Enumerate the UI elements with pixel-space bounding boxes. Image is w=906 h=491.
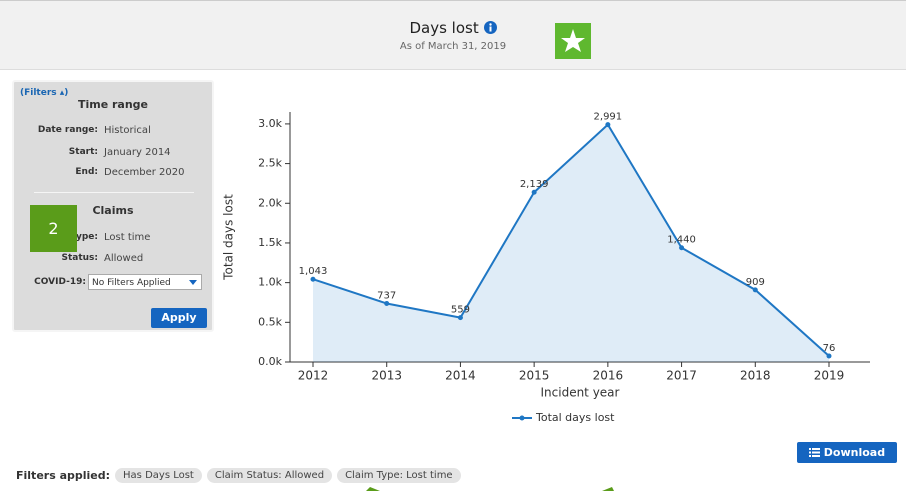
- star-button[interactable]: [555, 23, 591, 59]
- y-tick-label: 2.0k: [258, 196, 282, 209]
- line: [312, 123, 830, 357]
- filters-applied: Filters applied: Has Days Lost Claim Sta…: [16, 466, 461, 484]
- y-tick-label: 0.5k: [258, 315, 282, 328]
- value-label: 1,043: [299, 266, 328, 277]
- x-tick-label: 2017: [666, 369, 697, 383]
- value-label: 909: [746, 277, 765, 288]
- download-button[interactable]: Download: [797, 442, 897, 463]
- point: [605, 122, 611, 128]
- subtitle: As of March 31, 2019: [399, 41, 507, 52]
- x-axis-label: Incident year: [541, 386, 620, 400]
- filter-value: Historical: [104, 125, 151, 136]
- value-label: 559: [451, 305, 470, 316]
- annotation-badge: 2: [30, 205, 77, 252]
- x-tick-label: 2013: [371, 369, 402, 383]
- filter-label: Status:: [61, 253, 98, 263]
- x-tick-label: 2012: [298, 369, 329, 383]
- point: [679, 245, 685, 251]
- x-tick-label: 2015: [519, 369, 550, 383]
- chart: 0.0k 0.5k 1.0k 1.5k 2.0k 2.5k 3.0k 2012 2013 2014…: [222, 112, 870, 424]
- divider: [34, 192, 194, 193]
- filter-value: Lost time: [104, 232, 151, 243]
- info-icon[interactable]: [483, 21, 497, 34]
- download-text: Download: [823, 446, 886, 459]
- point: [384, 301, 390, 307]
- point: [457, 315, 463, 321]
- value-label: 2,139: [520, 179, 549, 190]
- filters-applied-label: Filters applied:: [16, 468, 111, 482]
- y-tick-label: 1.5k: [258, 236, 282, 249]
- apply-button[interactable]: Apply: [151, 308, 207, 328]
- x-tick-label: 2016: [593, 369, 624, 383]
- y-tick-label: 3.0k: [258, 117, 282, 130]
- filter-label: Date range:: [37, 125, 98, 135]
- filter-value: Allowed: [104, 253, 144, 264]
- header: Days lost As of March 31, 2019: [0, 0, 906, 70]
- star-icon: [561, 29, 585, 52]
- filter-label: End:: [75, 167, 98, 177]
- value-label: 737: [377, 291, 396, 302]
- list-icon: [808, 448, 820, 457]
- filter-chip[interactable]: Has Days Lost: [115, 467, 202, 483]
- filter-label: Start:: [68, 147, 98, 157]
- value-label: 76: [823, 343, 836, 354]
- area: [313, 124, 829, 362]
- dropdown-arrow: [189, 280, 197, 285]
- filter-label: COVID-19:: [34, 277, 86, 287]
- section-heading: Claims: [92, 204, 134, 217]
- value-label: 2,991: [594, 112, 623, 123]
- point: [752, 287, 758, 293]
- legend-label: Total days lost: [535, 411, 615, 424]
- legend-dot: [519, 415, 525, 421]
- covid-select[interactable]: No Filters Applied: [88, 274, 202, 290]
- filter-value: January 2014: [104, 147, 171, 158]
- x-tick-label: 2018: [740, 369, 771, 383]
- filter-label: Type:: [70, 232, 98, 242]
- select-value: No Filters Applied: [92, 278, 171, 288]
- y-axis-label: Total days lost: [222, 194, 236, 281]
- y-tick-label: 0.0k: [258, 355, 282, 368]
- point: [531, 189, 537, 195]
- title-text: Days lost: [409, 19, 479, 37]
- point: [826, 353, 832, 359]
- x-tick-label: 2014: [445, 369, 476, 383]
- y-tick-label: 1.0k: [258, 276, 282, 289]
- filters-toggle[interactable]: (Filters ▴): [20, 88, 69, 98]
- value-label: 1,440: [667, 235, 696, 246]
- section-heading: Time range: [77, 98, 149, 111]
- filter-value: December 2020: [104, 167, 185, 178]
- point: [310, 276, 316, 282]
- filter-chip[interactable]: Claim Type: Lost time: [337, 467, 461, 483]
- x-tick-label: 2019: [814, 369, 845, 383]
- filter-chip[interactable]: Claim Status: Allowed: [206, 467, 333, 483]
- title: Days lost: [0, 19, 906, 37]
- y-tick-label: 2.5k: [258, 157, 282, 170]
